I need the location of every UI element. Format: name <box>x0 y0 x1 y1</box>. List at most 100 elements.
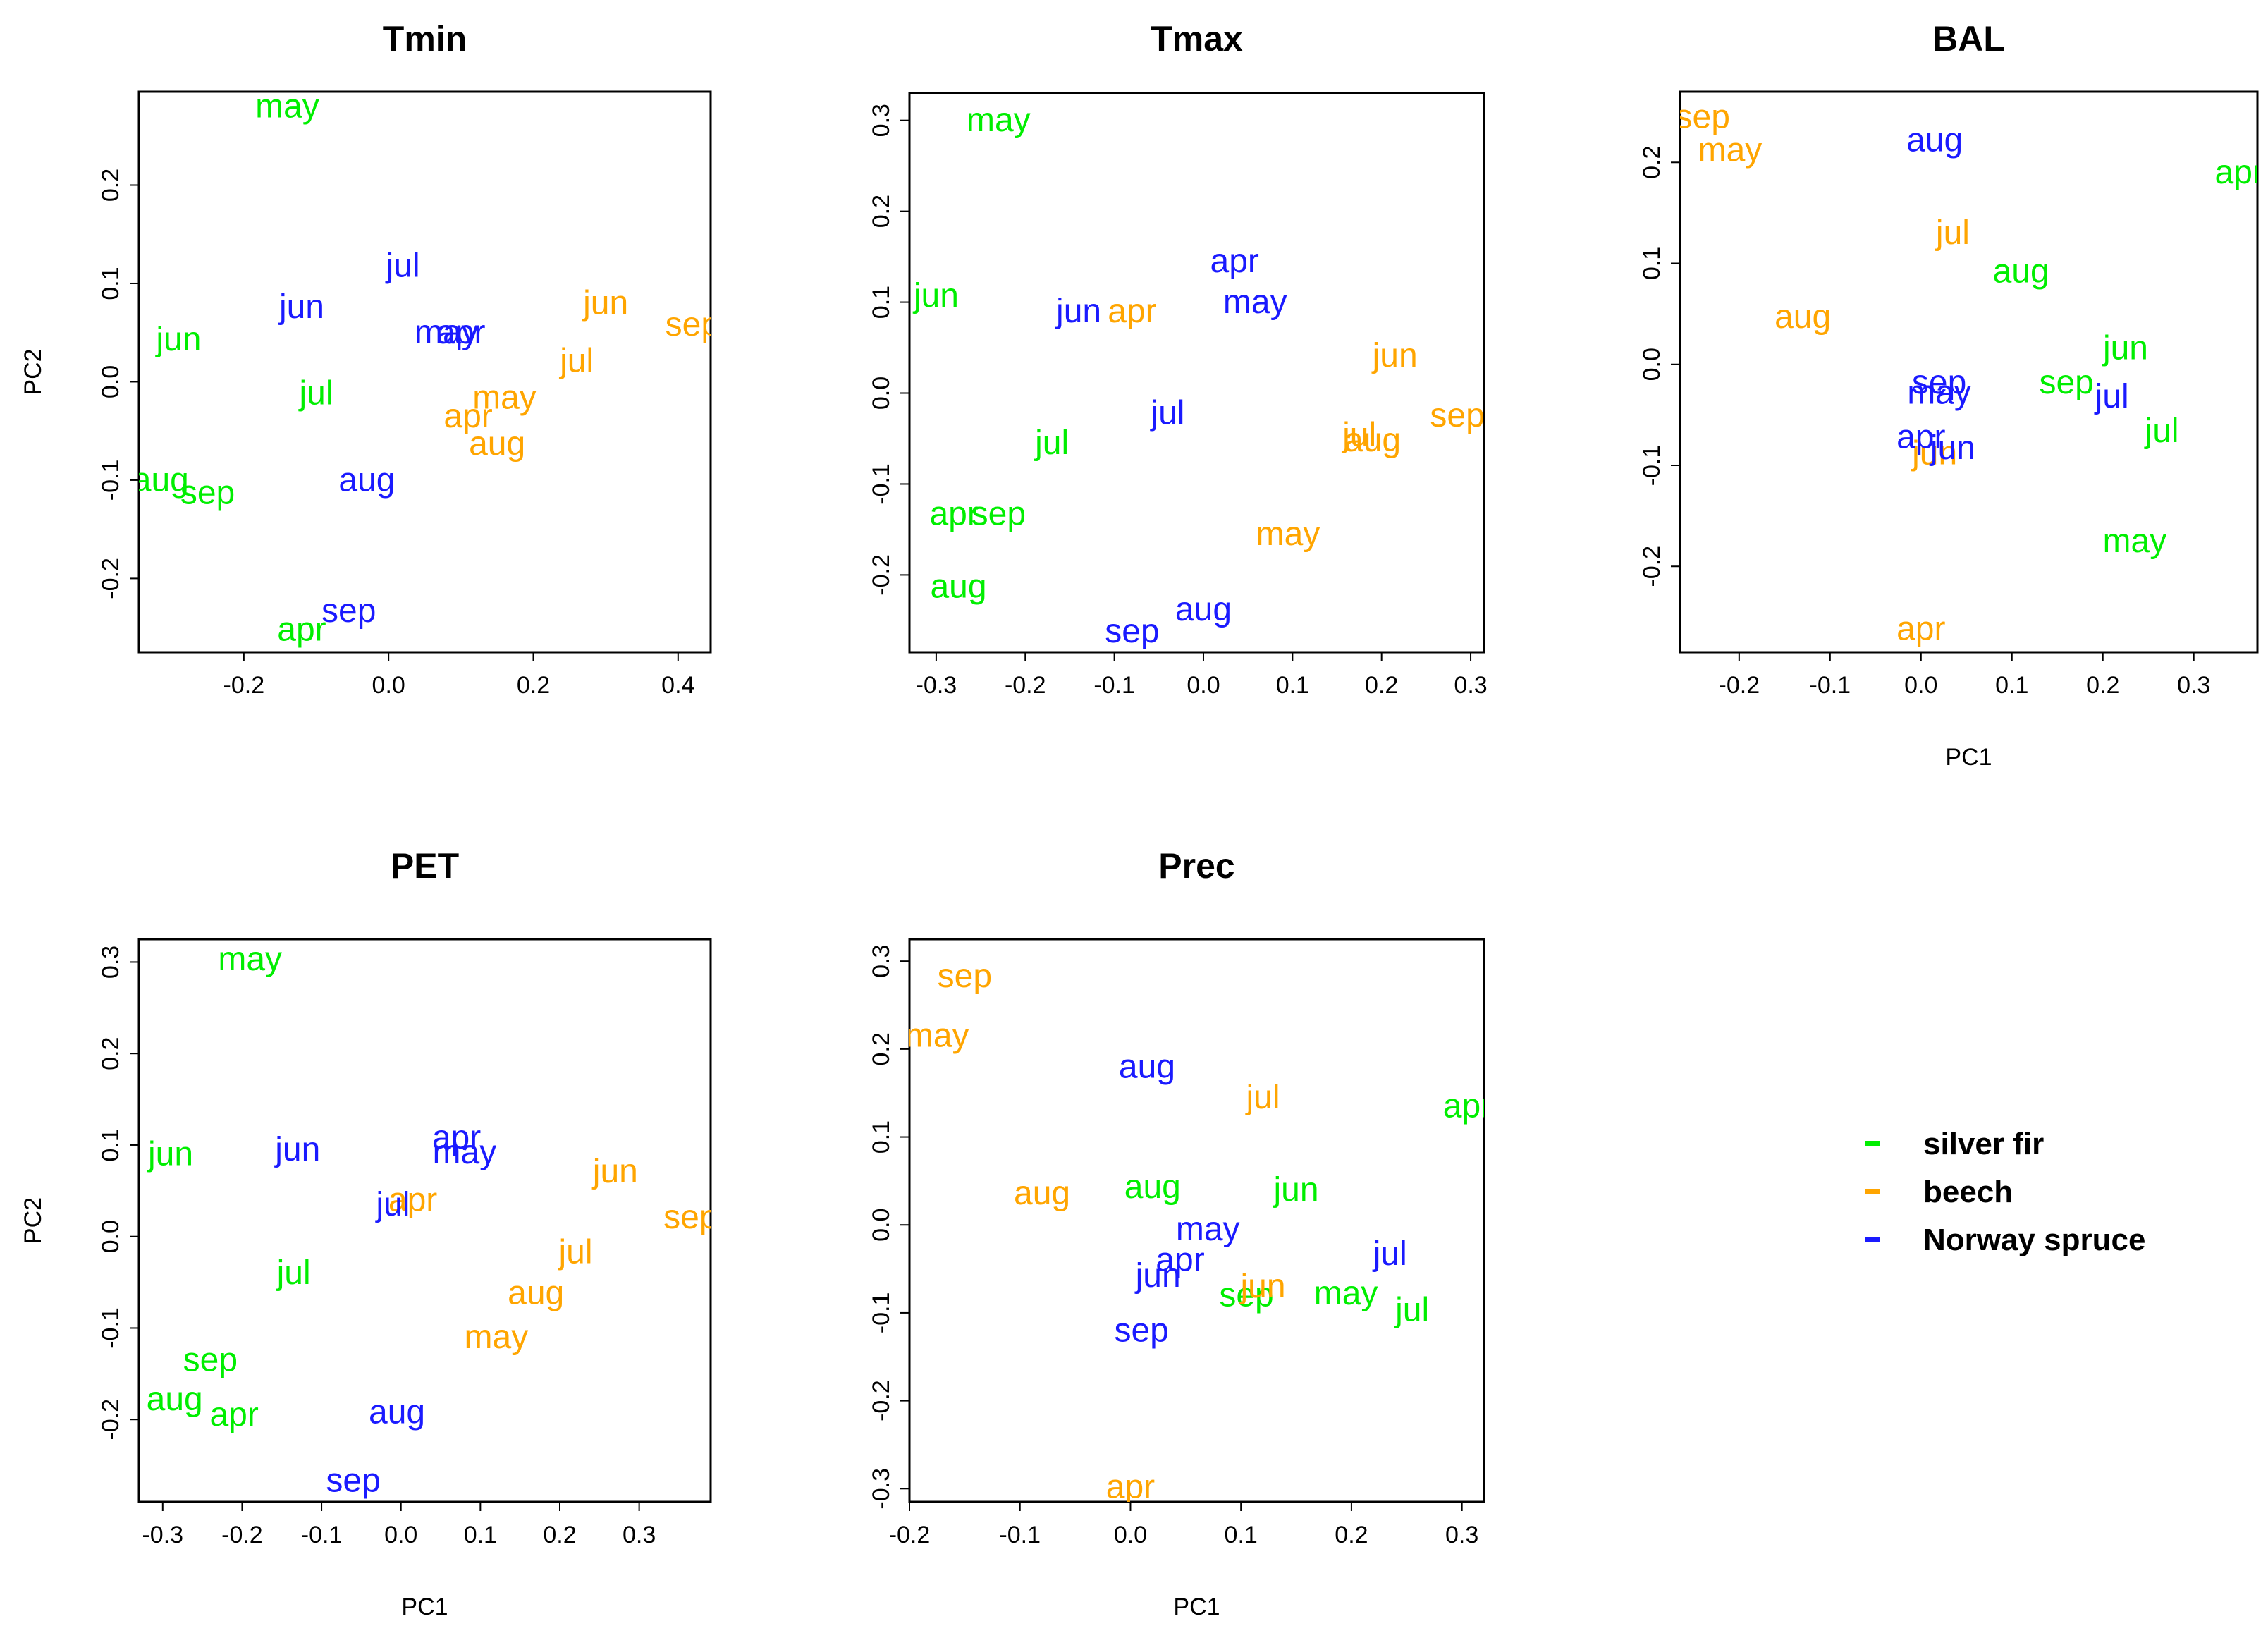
point-norway-spruce-jun: jun <box>274 1131 320 1168</box>
x-tick-label: 0.2 <box>1335 1522 1368 1548</box>
x-tick-label: 0.3 <box>1445 1522 1478 1548</box>
point-beech-jul: jul <box>1245 1079 1280 1116</box>
y-tick-label: 0.1 <box>868 1120 895 1154</box>
panel-title: Tmin <box>383 19 467 59</box>
point-silver-fir-jul: jul <box>276 1254 311 1292</box>
panel-tmin: Tmin -0.2 0.0 0.2 0.4 -0.2 -0.1 0.0 0.1 0.2 PC2 may… <box>20 19 712 699</box>
point-silver-fir-jul: jul <box>2144 412 2179 450</box>
point-silver-fir-may: may <box>2103 522 2167 560</box>
point-silver-fir-sep: sep <box>1219 1276 1273 1314</box>
point-norway-spruce-apr: apr <box>1896 418 1945 455</box>
y-axis-label: PC2 <box>20 1197 47 1244</box>
legend: silver fir beech Norway spruce <box>1865 1127 2145 1257</box>
y-tick-label: -0.1 <box>1638 445 1665 487</box>
x-tick-label: -0.1 <box>301 1522 343 1548</box>
point-beech-apr: apr <box>1106 1468 1155 1505</box>
point-beech-sep: sep <box>938 958 992 995</box>
panel-title: PET <box>391 846 459 886</box>
point-norway-spruce-jul: jul <box>1149 394 1184 432</box>
x-tick-label: 0.0 <box>1187 672 1220 699</box>
point-beech-aug: aug <box>1774 298 1831 336</box>
point-silver-fir-jun: jun <box>147 1135 193 1173</box>
point-beech-sep: sep <box>1676 98 1730 135</box>
point-beech-apr: apr <box>388 1181 437 1218</box>
point-norway-spruce-aug: aug <box>338 461 395 499</box>
point-norway-spruce-jun: jun <box>278 288 324 326</box>
y-tick-label: -0.2 <box>1638 546 1665 587</box>
x-tick-label: -0.3 <box>142 1522 183 1548</box>
y-tick-label: -0.2 <box>97 1399 124 1441</box>
point-silver-fir-may: may <box>255 87 319 125</box>
point-beech-jul: jul <box>558 343 594 380</box>
point-silver-fir-aug: aug <box>147 1381 203 1418</box>
data-points: apraugjunsepjulmaysepmayjulaugjunapraugs… <box>1676 98 2264 647</box>
point-silver-fir-apr: apr <box>1443 1087 1492 1125</box>
point-beech-aug: aug <box>1014 1175 1070 1212</box>
point-norway-spruce-sep: sep <box>1114 1311 1168 1349</box>
point-norway-spruce-sep: sep <box>1105 613 1159 650</box>
y-tick-label: 0.1 <box>868 286 895 319</box>
y-tick-label: -0.1 <box>97 460 124 501</box>
point-norway-spruce-apr: apr <box>1210 243 1259 280</box>
x-tick-label: -0.2 <box>1005 672 1046 699</box>
y-tick-label: 0.2 <box>1638 146 1665 179</box>
x-tick-label: -0.2 <box>1719 672 1760 699</box>
point-norway-spruce-jul: jul <box>385 247 420 284</box>
point-silver-fir-jul: jul <box>298 375 333 412</box>
point-silver-fir-jun: jun <box>2102 329 2148 367</box>
point-silver-fir-apr: apr <box>209 1396 258 1433</box>
y-tick-label: -0.1 <box>97 1307 124 1349</box>
x-tick-label: 0.2 <box>543 1522 576 1548</box>
point-norway-spruce-aug: aug <box>1119 1048 1175 1085</box>
point-beech-aug: aug <box>508 1275 564 1312</box>
point-silver-fir-may: may <box>218 941 282 978</box>
y-tick-label: 0.0 <box>868 1209 895 1242</box>
point-beech-jul: jul <box>1341 416 1376 453</box>
data-points: mayjunjulaprsepaugaprjunsepjulaugmayaprm… <box>912 102 1484 650</box>
panel-tmax: Tmax -0.3 -0.2 -0.1 0.0 0.1 0.2 0.3 -0.2 -0.1 0.0 0… <box>868 19 1488 699</box>
point-norway-spruce-aug: aug <box>1175 591 1232 628</box>
x-tick-label: 0.3 <box>2177 672 2210 699</box>
x-axis-label: PC1 <box>1945 744 1992 771</box>
y-tick-label: 0.2 <box>868 1032 895 1065</box>
x-tick-label: 0.0 <box>372 672 405 699</box>
point-beech-aug: aug <box>1344 422 1401 459</box>
x-tick-label: -0.2 <box>223 672 265 699</box>
point-silver-fir-apr: apr <box>2215 154 2264 191</box>
y-tick-label: 0.2 <box>97 1037 124 1070</box>
y-tick-label: -0.1 <box>868 1292 895 1334</box>
point-norway-spruce-jun: jun <box>1929 429 1975 467</box>
point-norway-spruce-sep: sep <box>1912 364 1966 401</box>
point-beech-jun: jun <box>1239 1268 1286 1305</box>
x-tick-label: 0.4 <box>661 672 694 699</box>
plot-frame <box>1679 90 2259 654</box>
x-tick-label: 0.0 <box>1114 1522 1147 1548</box>
point-norway-spruce-may: may <box>1176 1211 1240 1248</box>
point-silver-fir-aug: aug <box>930 568 986 606</box>
point-beech-jul: jul <box>1935 214 1970 252</box>
x-tick-label: 0.1 <box>464 1522 497 1548</box>
point-norway-spruce-sep: sep <box>326 1462 380 1500</box>
x-tick-label: -0.1 <box>1810 672 1851 699</box>
panel-title: BAL <box>1932 19 2005 59</box>
point-silver-fir-apr: apr <box>277 611 326 648</box>
point-silver-fir-sep: sep <box>183 1341 238 1378</box>
point-beech-jun: jun <box>1911 434 1957 472</box>
point-silver-fir-jun: jun <box>154 321 201 358</box>
y-tick-label: 0.0 <box>97 365 124 398</box>
point-norway-spruce-jun: jun <box>1055 293 1101 330</box>
point-norway-spruce-aug: aug <box>1906 121 1963 159</box>
point-silver-fir-jul: jul <box>1034 424 1069 462</box>
point-silver-fir-aug: aug <box>1124 1168 1181 1206</box>
y-tick-label: 0.0 <box>97 1220 124 1253</box>
x-tick-label: 0.3 <box>1454 672 1487 699</box>
y-tick-label: -0.3 <box>868 1468 895 1510</box>
point-silver-fir-sep: sep <box>180 475 235 512</box>
point-silver-fir-may: may <box>1314 1275 1378 1312</box>
x-tick-label: 0.0 <box>1904 672 1937 699</box>
legend-label-beech: beech <box>1923 1175 2013 1209</box>
point-silver-fir-jun: jun <box>1273 1171 1319 1209</box>
y-tick-label: -0.2 <box>868 1380 895 1421</box>
y-tick-label: 0.2 <box>97 169 124 202</box>
